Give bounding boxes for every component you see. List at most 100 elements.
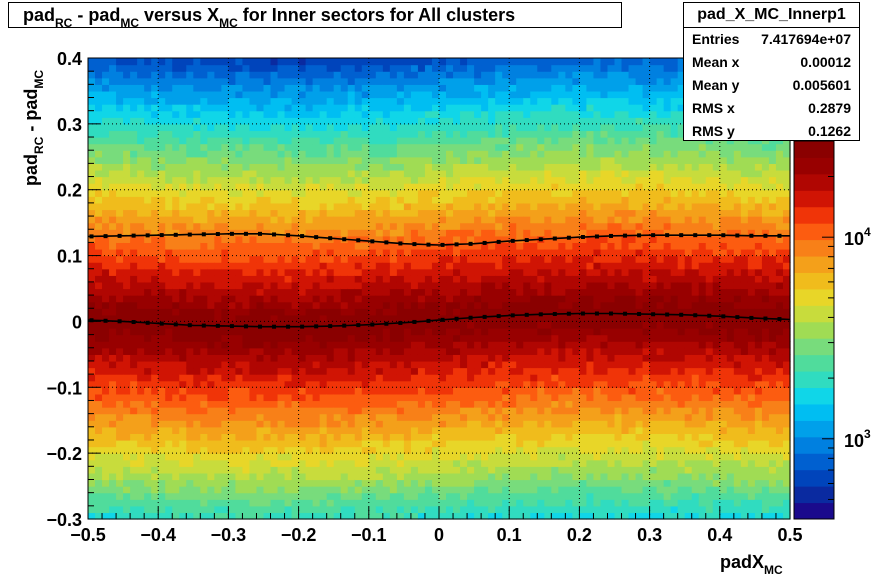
- heatmap-cell: [375, 97, 384, 105]
- heatmap-cell: [123, 123, 131, 132]
- heatmap-cell: [144, 137, 152, 145]
- heatmap-cell: [179, 400, 187, 408]
- heatmap-cell: [242, 512, 251, 520]
- heatmap-cell: [298, 84, 307, 92]
- heatmap-cell: [326, 281, 335, 290]
- heatmap-cell: [537, 110, 545, 118]
- heatmap-cell: [305, 248, 314, 257]
- heatmap-cell: [158, 393, 166, 402]
- heatmap-cell: [172, 268, 180, 276]
- heatmap-cell: [467, 137, 475, 145]
- heatmap-cell: [410, 288, 419, 296]
- heatmap-cell: [193, 130, 201, 138]
- heatmap-cell: [333, 169, 342, 178]
- heatmap-cell: [221, 222, 229, 230]
- heatmap-cell: [431, 281, 440, 290]
- heatmap-cell: [361, 176, 370, 184]
- heatmap-cell: [446, 314, 454, 323]
- heatmap-cell: [565, 143, 573, 151]
- heatmap-cell: [382, 248, 391, 257]
- heatmap-cell: [186, 156, 194, 164]
- heatmap-cell: [221, 183, 229, 191]
- heatmap-cell: [333, 354, 342, 362]
- heatmap-cell: [305, 216, 314, 224]
- heatmap-cell: [467, 367, 475, 375]
- heatmap-cell: [340, 169, 349, 178]
- heatmap-cell: [537, 479, 545, 487]
- heatmap-cell: [368, 268, 377, 276]
- heatmap-cell: [354, 97, 363, 105]
- heatmap-cell: [207, 248, 215, 257]
- heatmap-cell: [242, 137, 251, 145]
- heatmap-cell: [193, 512, 201, 520]
- heatmap-cell: [410, 130, 419, 138]
- heatmap-cell: [151, 407, 159, 415]
- heatmap-cell: [137, 446, 145, 454]
- heatmap-cell: [347, 459, 356, 467]
- heatmap-cell: [284, 156, 293, 164]
- heatmap-cell: [242, 216, 251, 224]
- heatmap-cell: [565, 183, 573, 191]
- heatmap-cell: [151, 77, 159, 85]
- heatmap-cell: [361, 58, 370, 66]
- heatmap-cell: [214, 58, 222, 66]
- heatmap-cell: [319, 400, 328, 408]
- heatmap-cell: [565, 499, 573, 507]
- heatmap-cell: [389, 321, 398, 329]
- heatmap-cell: [137, 341, 145, 349]
- heatmap-cell: [347, 512, 356, 520]
- heatmap-cell: [516, 486, 524, 494]
- heatmap-cell: [431, 137, 440, 145]
- heatmap-cell: [439, 288, 447, 296]
- heatmap-cell: [305, 380, 314, 388]
- heatmap-cell: [165, 288, 173, 296]
- heatmap-cell: [446, 216, 454, 224]
- heatmap-cell: [481, 426, 489, 434]
- heatmap-cell: [410, 235, 419, 243]
- heatmap-cell: [544, 268, 552, 276]
- heatmap-cell: [446, 367, 454, 375]
- heatmap-cell: [558, 393, 566, 402]
- heatmap-cell: [579, 97, 588, 105]
- heatmap-cell: [277, 354, 286, 362]
- heatmap-cell: [116, 433, 124, 441]
- heatmap-cell: [495, 209, 503, 217]
- heatmap-cell: [495, 163, 503, 171]
- heatmap-cell: [102, 433, 110, 441]
- heatmap-cell: [410, 183, 419, 191]
- heatmap-cell: [340, 360, 349, 369]
- heatmap-cell: [460, 84, 468, 92]
- heatmap-cell: [382, 104, 391, 112]
- heatmap-cell: [481, 420, 489, 428]
- heatmap-cell: [467, 156, 475, 164]
- heatmap-cell: [242, 407, 251, 415]
- heatmap-cell: [249, 420, 258, 428]
- heatmap-cell: [88, 229, 96, 237]
- heatmap-cell: [277, 229, 286, 237]
- heatmap-cell: [291, 242, 300, 250]
- heatmap-cell: [453, 433, 461, 441]
- heatmap-cell: [403, 77, 412, 85]
- heatmap-cell: [116, 446, 124, 454]
- heatmap-cell: [102, 229, 110, 237]
- heatmap-cell: [431, 459, 440, 467]
- heatmap-cell: [579, 130, 588, 138]
- heatmap-cell: [544, 97, 552, 105]
- heatmap-cell: [382, 407, 391, 415]
- heatmap-cell: [263, 189, 272, 197]
- heatmap-cell: [256, 295, 265, 303]
- heatmap-cell: [516, 321, 524, 329]
- heatmap-cell: [565, 150, 573, 158]
- heatmap-cell: [291, 413, 300, 421]
- heatmap-cell: [502, 90, 510, 99]
- heatmap-cell: [340, 308, 349, 316]
- heatmap-cell: [165, 229, 173, 237]
- heatmap-cell: [95, 222, 103, 230]
- heatmap-cell: [474, 229, 482, 237]
- heatmap-cell: [95, 459, 103, 467]
- heatmap-cell: [221, 71, 229, 79]
- heatmap-cell: [326, 466, 335, 474]
- heatmap-cell: [495, 77, 503, 85]
- heatmap-cell: [439, 130, 447, 138]
- heatmap-cell: [530, 360, 538, 369]
